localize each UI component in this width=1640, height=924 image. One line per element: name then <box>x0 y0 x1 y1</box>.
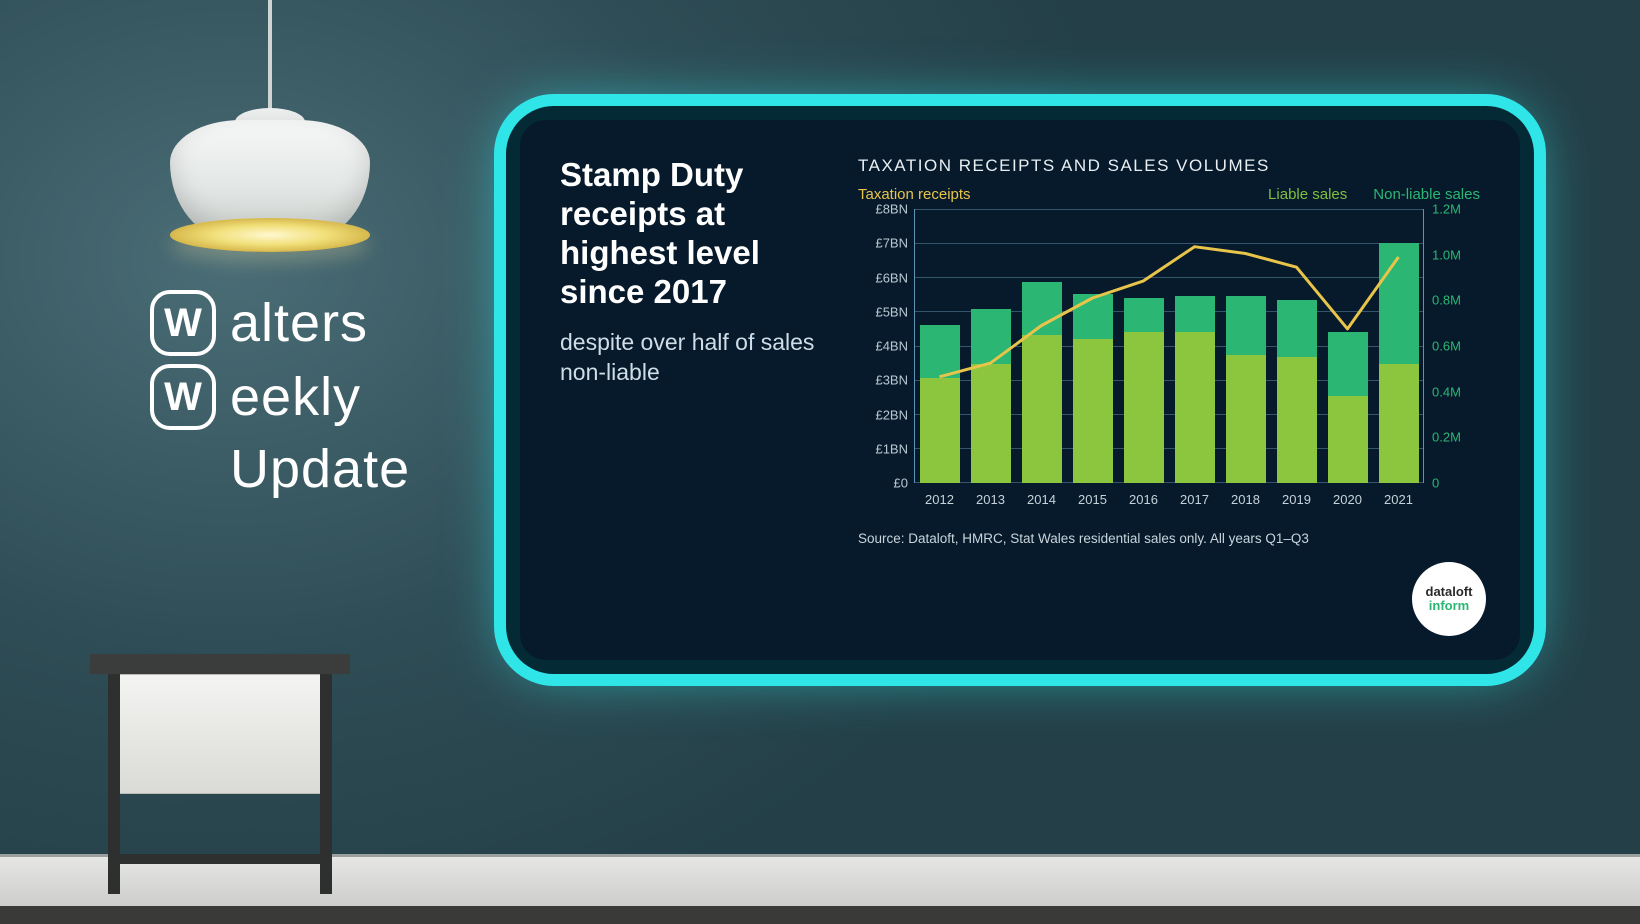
y-left-tick: £6BN <box>858 270 908 285</box>
y-right-tick: 1.0M <box>1432 247 1480 262</box>
y-left-tick: £4BN <box>858 339 908 354</box>
legend-liable: Liable sales <box>1268 186 1347 203</box>
neon-frame: Stamp Duty receipts at highest level sin… <box>520 120 1520 660</box>
side-table <box>90 654 350 894</box>
y-left-tick: £7BN <box>858 236 908 251</box>
bar-2016: 2016 <box>1124 209 1164 483</box>
x-tick: 2014 <box>1027 492 1056 507</box>
badge-top: dataloft <box>1426 585 1473 599</box>
bar-2013: 2013 <box>971 209 1011 483</box>
panel-subhead: despite over half of sales non-liable <box>560 328 830 388</box>
y-left-tick: £2BN <box>858 407 908 422</box>
chart-source: Source: Dataloft, HMRC, Stat Wales resid… <box>858 531 1480 546</box>
x-tick: 2012 <box>925 492 954 507</box>
y-right-tick: 0.6M <box>1432 339 1480 354</box>
bar-2017: 2017 <box>1175 209 1215 483</box>
logo-badge-1: W <box>150 290 216 356</box>
x-tick: 2019 <box>1282 492 1311 507</box>
x-tick: 2015 <box>1078 492 1107 507</box>
info-panel: Stamp Duty receipts at highest level sin… <box>520 120 1520 660</box>
y-left-tick: £0 <box>858 476 908 491</box>
panel-headline: Stamp Duty receipts at highest level sin… <box>560 156 830 312</box>
legend-nonliable: Non-liable sales <box>1373 186 1480 203</box>
logo-badge-2: W <box>150 364 216 430</box>
x-tick: 2018 <box>1231 492 1260 507</box>
bar-2012: 2012 <box>920 209 960 483</box>
y-right-tick: 0 <box>1432 476 1480 491</box>
y-right-tick: 0.4M <box>1432 384 1480 399</box>
y-right-tick: 1.2M <box>1432 202 1480 217</box>
y-right-tick: 0.2M <box>1432 430 1480 445</box>
y-left-tick: £8BN <box>858 202 908 217</box>
bar-2015: 2015 <box>1073 209 1113 483</box>
chart: 2012 2013 2014 2015 2016 2017 2018 2019 2020 2021… <box>858 209 1480 509</box>
chart-title: TAXATION RECEIPTS AND SALES VOLUMES <box>858 156 1480 176</box>
bar-2014: 2014 <box>1022 209 1062 483</box>
logo-word-1: alters <box>230 292 368 354</box>
bar-2019: 2019 <box>1277 209 1317 483</box>
x-tick: 2017 <box>1180 492 1209 507</box>
logo-word-3: Update <box>230 438 410 500</box>
y-left-tick: £3BN <box>858 373 908 388</box>
legend-taxation: Taxation receipts <box>858 186 971 203</box>
x-tick: 2013 <box>976 492 1005 507</box>
x-tick: 2016 <box>1129 492 1158 507</box>
badge-bottom: inform <box>1429 599 1469 613</box>
y-left-tick: £1BN <box>858 441 908 456</box>
x-tick: 2021 <box>1384 492 1413 507</box>
bar-2020: 2020 <box>1328 209 1368 483</box>
logo-word-2: eekly <box>230 366 361 428</box>
dataloft-badge: dataloft inform <box>1412 562 1486 636</box>
bar-2021: 2021 <box>1379 209 1419 483</box>
x-tick: 2020 <box>1333 492 1362 507</box>
y-right-tick: 0.8M <box>1432 293 1480 308</box>
floor <box>0 906 1640 924</box>
legend: Taxation receipts Liable sales Non-liabl… <box>858 186 1480 203</box>
bar-2018: 2018 <box>1226 209 1266 483</box>
y-left-tick: £5BN <box>858 304 908 319</box>
brand-logo: W alters W eekly Update <box>150 290 410 500</box>
